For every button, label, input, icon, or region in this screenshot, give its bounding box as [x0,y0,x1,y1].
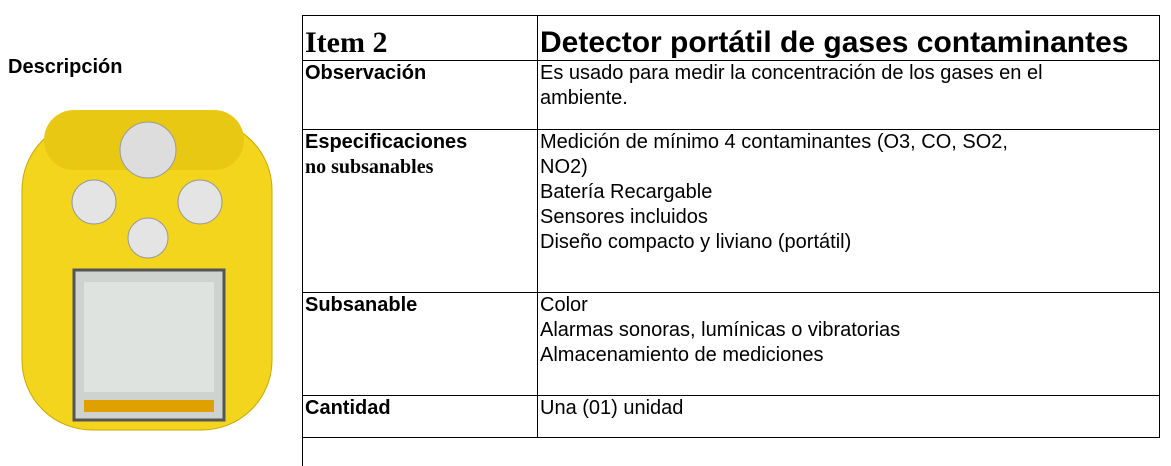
item-label: Item 2 [302,15,538,61]
label-line: Observación [305,62,427,84]
value-line: Medición de mínimo 4 contaminantes (O3, … [540,131,1008,153]
value-line: Una (01) unidad [540,397,684,419]
row-value: Color Alarmas sonoras, lumínicas o vibrat… [537,292,1160,396]
value-line: Almacenamiento de mediciones [540,344,824,366]
row-value: Una (01) unidad [537,395,1160,438]
row-label: Cantidad [302,395,538,438]
value-line: Es usado para medir la concentración de … [540,62,1043,84]
description-label: Descripción [8,56,123,78]
label-line: no subsanables [305,156,434,178]
label-line: Subsanable [305,294,418,316]
spec-table: Item 2 Detector portátil de gases contam… [302,15,1160,438]
table-row: Cantidad Una (01) unidad [302,395,1160,438]
row-label: Especificaciones no subsanables [302,129,538,293]
value-line: NO2) [540,156,588,178]
value-line: Alarmas sonoras, lumínicas o vibratorias [540,319,901,341]
value-line: Batería Recargable [540,181,713,203]
value-line: Diseño compacto y liviano (portátil) [540,231,852,253]
table-row: Observación Es usado para medir la concen… [302,60,1160,130]
row-value: Medición de mínimo 4 contaminantes (O3, … [537,129,1160,293]
row-label: Subsanable [302,292,538,396]
item-title: Detector portátil de gases contaminantes [537,15,1160,61]
row-value: Es usado para medir la concentración de … [537,60,1160,130]
table-row: Subsanable Color Alarmas sonoras, lumínica… [302,292,1160,396]
value-line: Color [540,294,588,316]
row-label: Observación [302,60,538,130]
device-image [21,110,273,431]
value-line: ambiente. [540,87,628,109]
label-line: Cantidad [305,397,391,419]
table-row: Especificaciones no subsanables Medición d… [302,129,1160,293]
value-line: Sensores incluidos [540,206,708,228]
label-line: Especificaciones [305,131,468,153]
